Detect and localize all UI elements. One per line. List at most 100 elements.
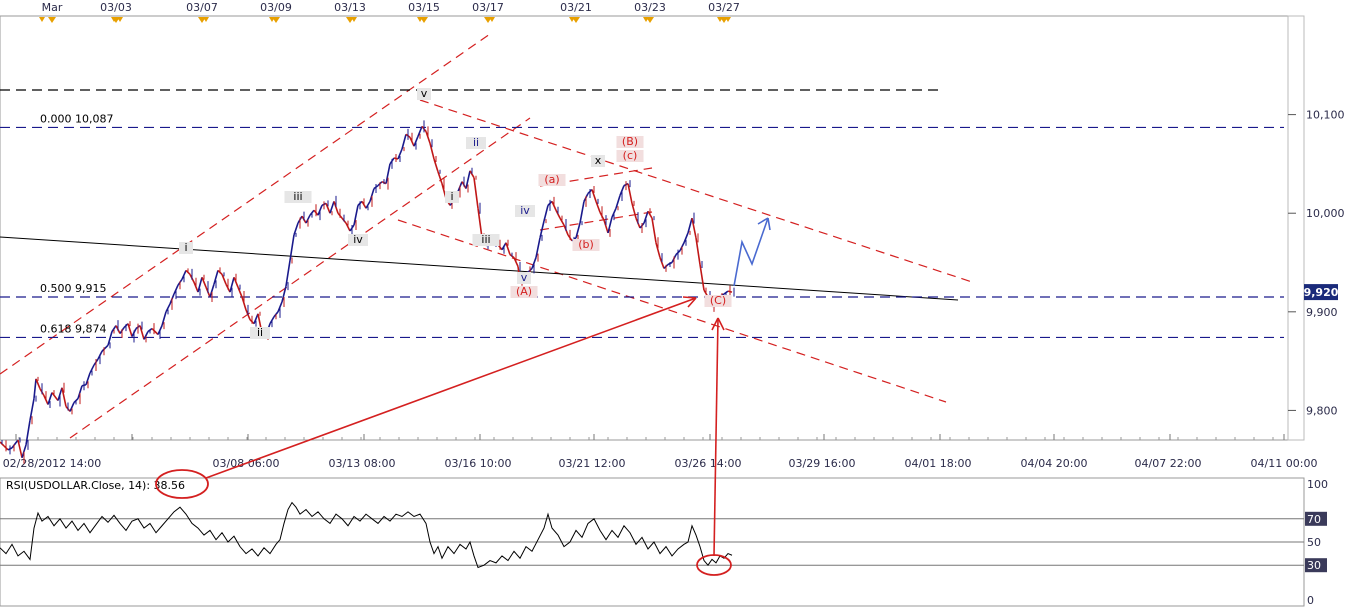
price-segment	[683, 232, 689, 244]
fib-level-label: 0.500 9,915	[40, 282, 106, 295]
top-date-label: 03/21	[560, 1, 592, 14]
wave-label-bg	[515, 205, 535, 217]
price-segment	[221, 274, 227, 285]
price-segment	[413, 135, 419, 147]
rsi-tick-badge	[1305, 558, 1327, 573]
top-date-label: 03/15	[408, 1, 440, 14]
down-channel-lower-line	[397, 219, 947, 403]
price-segment	[281, 285, 287, 303]
price-segment	[201, 277, 207, 288]
wave-label: i	[184, 241, 187, 254]
price-segment	[417, 126, 423, 137]
price-segment	[21, 444, 27, 458]
x-tick-label: 03/29 16:00	[789, 457, 856, 470]
divergence-arrow-head-icon	[682, 296, 697, 308]
x-tick-label: 03/21 12:00	[559, 457, 626, 470]
x-tick-label: 02/28/2012 14:00	[3, 457, 102, 470]
price-segment	[543, 205, 549, 222]
wave-label-bg	[445, 191, 459, 203]
price-segment	[89, 364, 95, 374]
rsi-value-highlight	[155, 469, 209, 499]
date-marker-icon	[39, 17, 45, 22]
price-segment	[289, 234, 295, 261]
price-segment	[165, 303, 171, 313]
date-marker-icon	[269, 17, 275, 22]
wave-label-bg	[616, 150, 644, 162]
top-date-label: Mar	[42, 1, 63, 14]
wave-label: (B)	[622, 135, 638, 148]
rsi-tick-label: 50	[1307, 536, 1321, 549]
wave-label-bg	[591, 155, 605, 167]
price-segment	[35, 378, 41, 390]
vertical-arrow-head-icon	[711, 317, 725, 331]
price-segment	[353, 205, 359, 226]
down-channel-upper-line	[419, 99, 973, 283]
price-segment	[615, 195, 621, 209]
price-segment	[385, 163, 391, 184]
rsi-legend: RSI(USDOLLAR.Close, 14): 38.56	[6, 479, 185, 492]
price-segment	[57, 387, 63, 401]
price-segment	[143, 331, 149, 340]
wave-label-bg	[472, 234, 500, 246]
price-segment	[651, 218, 657, 243]
wave-label: iii	[481, 233, 490, 246]
date-marker-icon	[111, 17, 117, 22]
top-date-label: 03/17	[472, 1, 504, 14]
rsi-tick-badge	[1305, 511, 1327, 526]
wave-label: ii	[257, 326, 263, 339]
fib-level-label: 0.000 10,087	[40, 112, 113, 125]
date-marker-icon	[117, 17, 123, 22]
price-segment	[611, 207, 617, 218]
price-segment	[229, 277, 235, 293]
price-segment	[139, 325, 145, 340]
price-segment	[329, 201, 335, 214]
price-segment	[241, 296, 247, 311]
wave-label: i	[450, 190, 453, 203]
wave-label-bg	[417, 88, 431, 100]
top-date-label: 03/07	[186, 1, 218, 14]
x-tick-label: 03/16 10:00	[445, 457, 512, 470]
wave-label: (b)	[578, 238, 594, 251]
price-segment	[535, 237, 541, 258]
wave-label-bg	[538, 174, 566, 186]
price-segment	[85, 372, 91, 386]
top-date-label: 03/03	[100, 1, 132, 14]
price-segment	[285, 260, 291, 287]
date-marker-icon	[489, 17, 495, 22]
top-date-label: 03/09	[260, 1, 292, 14]
price-segment	[591, 189, 597, 202]
price-segment	[361, 200, 367, 209]
wave-label-bg	[348, 234, 368, 246]
price-segment	[161, 311, 167, 326]
y-tick-label: 9,800	[1306, 404, 1338, 417]
price-segment	[643, 210, 649, 224]
vertical-arrow	[713, 317, 719, 557]
price-segment	[687, 217, 693, 234]
price-segment	[433, 158, 439, 173]
date-marker-icon	[48, 17, 56, 23]
x-tick-label: 04/07 22:00	[1135, 457, 1202, 470]
price-segment	[691, 217, 697, 239]
price-segment	[469, 170, 475, 179]
triangle-lower-line	[539, 211, 653, 231]
last-price-badge	[1304, 284, 1338, 301]
price-segment	[305, 214, 311, 224]
price-segment	[631, 203, 637, 219]
price-segment	[345, 222, 351, 232]
channel-upper-line	[0, 33, 491, 375]
wave-label-bg	[284, 191, 312, 203]
date-marker-icon	[417, 17, 423, 22]
date-marker-icon	[725, 17, 731, 22]
wave-label-bg	[572, 239, 600, 251]
price-segment	[607, 216, 613, 234]
date-marker-icon	[351, 17, 357, 22]
price-segment	[397, 148, 403, 160]
price-segment	[193, 281, 199, 293]
channel-lower-line	[69, 117, 531, 439]
price-segment	[555, 209, 561, 219]
rsi-line	[0, 501, 733, 569]
wave-label: ii	[473, 136, 479, 149]
projection-arrow-head-icon	[757, 217, 771, 231]
x-tick-label: 03/13 08:00	[329, 457, 396, 470]
